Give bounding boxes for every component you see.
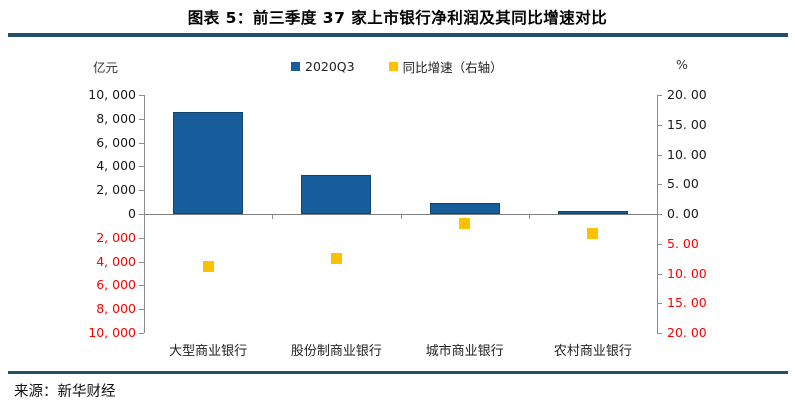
y-axis-tick-label: 4, 000 — [96, 158, 136, 174]
secondary-y-axis-tick — [657, 273, 662, 275]
secondary-y-axis-tick-label: 15. 00 — [667, 295, 707, 311]
x-axis-tick — [528, 214, 530, 219]
right-axis-unit-label: % — [676, 57, 688, 72]
legend-item: 2020Q3 — [291, 59, 355, 74]
source-note: 来源：新华财经 — [14, 384, 116, 400]
secondary-y-axis-tick-label: 20. 00 — [667, 325, 707, 340]
x-axis-category-label: 农村商业银行 — [553, 344, 632, 359]
secondary-y-axis-tick-label: 0. 00 — [667, 206, 699, 221]
left-axis-unit-label: 亿元 — [93, 60, 119, 75]
secondary-y-axis-tick — [657, 184, 662, 186]
y-axis-tick — [139, 333, 144, 334]
secondary-y-axis-tick-label: 5. 00 — [667, 235, 699, 251]
legend-label: 2020Q3 — [305, 59, 355, 74]
y-axis-tick-label: 8, 000 — [96, 110, 136, 126]
bar — [429, 202, 500, 214]
y-axis-tick-label: 2, 000 — [96, 229, 136, 245]
y-axis-tick-label: 2, 000 — [96, 182, 136, 198]
chart-legend: 2020Q3 同比增速（右轴） — [291, 57, 503, 76]
y-axis-tick-label: 0 — [128, 206, 136, 221]
y-axis-tick-label: 8, 000 — [96, 301, 136, 317]
secondary-y-axis-tick — [657, 333, 662, 334]
legend-label: 同比增速（右轴） — [402, 60, 503, 75]
y-axis-tick-label: 6, 000 — [96, 134, 136, 150]
secondary-y-axis-tick-label: 10. 00 — [667, 265, 707, 281]
bar — [301, 174, 372, 214]
scatter-marker — [459, 218, 471, 230]
legend-item: 同比增速（右轴） — [388, 57, 503, 76]
secondary-y-axis-tick — [657, 243, 662, 245]
y-axis-tick — [139, 142, 144, 144]
y-axis-tick-label: 10, 000 — [88, 87, 136, 102]
scatter-marker — [202, 261, 214, 273]
y-axis-tick-label: 4, 000 — [96, 253, 136, 269]
y-axis-tick — [139, 190, 144, 192]
scatter-marker — [587, 228, 599, 240]
y-axis-tick — [139, 285, 144, 287]
y-axis-tick-label: 6, 000 — [96, 277, 136, 293]
x-axis-tick — [400, 214, 402, 219]
x-axis-category-label: 城市商业银行 — [425, 344, 504, 359]
secondary-y-axis-tick — [657, 124, 662, 126]
scatter-marker — [330, 253, 342, 265]
chart-title: 图表 5：前三季度 37 家上市银行净利润及其同比增速对比 — [187, 9, 608, 27]
secondary-y-axis-tick — [657, 214, 662, 215]
x-axis-category-label: 大型商业银行 — [169, 344, 248, 359]
title-separator-line — [8, 33, 788, 37]
y-axis-tick — [139, 237, 144, 239]
secondary-y-axis-tick-label: 20. 00 — [667, 87, 707, 102]
bar — [557, 211, 628, 214]
secondary-y-axis-tick — [657, 303, 662, 305]
y-axis-tick — [139, 166, 144, 168]
y-axis-tick — [139, 261, 144, 263]
secondary-y-axis-tick — [657, 154, 662, 156]
bar-series-swatch — [291, 62, 300, 71]
y-axis-tick — [139, 118, 144, 120]
secondary-y-axis-tick-label: 5. 00 — [667, 176, 699, 192]
y-axis-tick — [139, 309, 144, 311]
y-axis-tick — [139, 95, 144, 96]
y-axis-tick — [139, 214, 144, 215]
secondary-y-axis-tick — [657, 95, 662, 96]
y-axis-tick-label: 10, 000 — [88, 325, 136, 340]
x-axis-tick — [272, 214, 274, 219]
bar — [173, 111, 244, 214]
secondary-y-axis-tick-label: 10. 00 — [667, 146, 707, 162]
x-axis-category-label: 股份制商业银行 — [290, 344, 382, 359]
footer-separator-line — [8, 371, 788, 374]
secondary-y-axis-tick-label: 15. 00 — [667, 116, 707, 132]
scatter-series-swatch — [388, 62, 398, 71]
